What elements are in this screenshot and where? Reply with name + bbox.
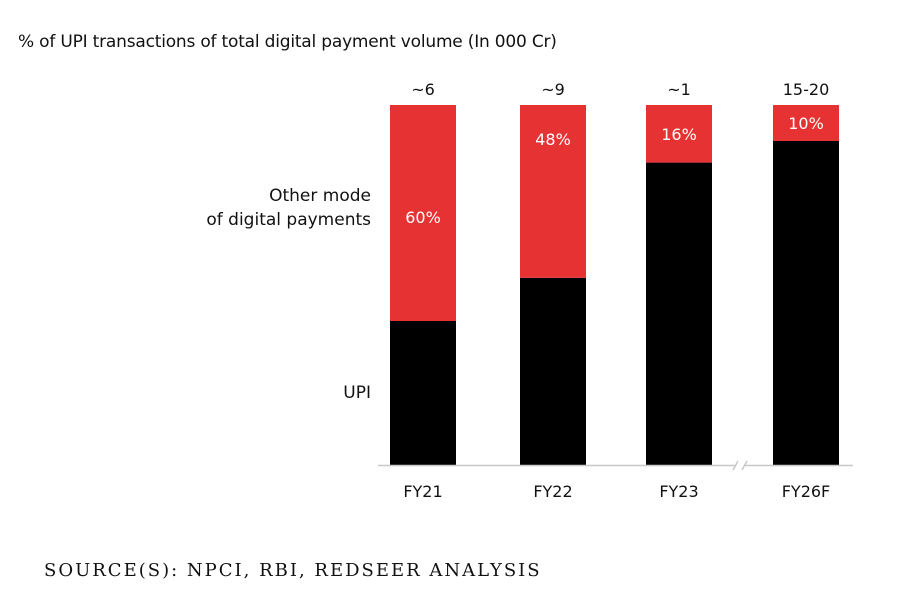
- legend-upi-label: UPI: [343, 383, 371, 403]
- source-note: SOURCE(S): NPCI, RBI, REDSEER ANALYSIS: [44, 560, 542, 581]
- legend-other-label: Other mode of digital payments: [206, 186, 371, 230]
- bar-other-fy21: [390, 105, 456, 321]
- category-label-fy22: FY22: [533, 482, 572, 501]
- legend-layer: Other mode of digital payments UPI: [206, 186, 371, 403]
- bar-other-fy26f: [773, 105, 839, 141]
- segment-label-fy26f: 10%: [788, 114, 824, 133]
- bar-upi-fy21: [390, 321, 456, 465]
- bar-other-fy22: [520, 105, 586, 278]
- chart-title: % of UPI transactions of total digital p…: [18, 32, 557, 52]
- total-label-fy26f: 15-20: [783, 80, 830, 99]
- bar-upi-fy22: [520, 277, 586, 465]
- bars-layer: [390, 105, 839, 465]
- bar-other-fy23: [646, 105, 712, 163]
- total-label-fy23: ~1: [667, 80, 691, 99]
- total-label-fy22: ~9: [541, 80, 565, 99]
- category-label-fy23: FY23: [659, 482, 698, 501]
- bar-upi-fy26f: [773, 141, 839, 465]
- category-label-fy26f: FY26F: [782, 482, 831, 501]
- x-axis: FY21 FY22 FY23 FY26F: [378, 460, 853, 501]
- axis-break-mark-1: [732, 460, 739, 471]
- labels-layer: 60% ~6 48% ~9 16% ~1 10% 15-20: [405, 80, 829, 227]
- category-label-fy21: FY21: [403, 482, 442, 501]
- bar-upi-fy23: [646, 162, 712, 465]
- segment-label-fy21: 60%: [405, 208, 441, 227]
- axis-break-mark-2: [741, 460, 748, 471]
- segment-label-fy23: 16%: [661, 125, 697, 144]
- total-label-fy21: ~6: [411, 80, 435, 99]
- segment-label-fy22: 48%: [535, 130, 571, 149]
